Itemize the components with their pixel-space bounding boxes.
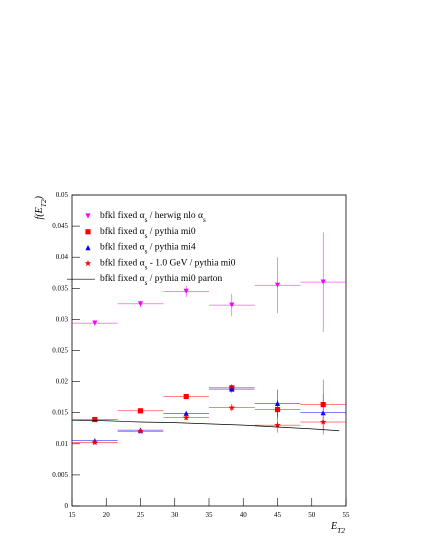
x-tick-label: 45 (274, 511, 282, 519)
x-tick-label: 35 (206, 511, 214, 519)
y-tick-label: 0.005 (52, 471, 68, 479)
y-tick-label: 0.015 (52, 408, 68, 416)
y-tick-label: 0.04 (56, 253, 69, 261)
marker (137, 301, 144, 307)
y-tick-label: 0.02 (56, 377, 69, 385)
marker (274, 421, 281, 428)
legend-swatch (84, 260, 92, 267)
marker (274, 400, 281, 406)
y-tick-label: 0 (65, 502, 69, 510)
x-tick-label: 20 (103, 511, 111, 519)
legend-label: bfkl fixed αs / pythia mi0 parton (100, 273, 223, 286)
marker (229, 386, 235, 392)
x-tick-label: 15 (69, 511, 77, 519)
marker (137, 427, 144, 435)
legend-label: bfkl fixed αs - 1.0 GeV / pythia mi0 (100, 258, 236, 271)
marker (183, 393, 189, 400)
marker (182, 414, 190, 421)
legend-label: bfkl fixed αs / herwig nlo αs (100, 210, 206, 223)
y-tick-label: 0.025 (52, 346, 68, 354)
legend-label: bfkl fixed αs / pythia mi4 (100, 242, 196, 255)
legend-swatch (85, 213, 91, 219)
y-tick-label: 0.05 (56, 191, 69, 199)
marker (137, 408, 144, 414)
marker (229, 302, 235, 308)
legend-swatch (85, 245, 91, 251)
marker (319, 418, 327, 425)
line-series (71, 419, 340, 432)
marker (228, 404, 236, 411)
legend-swatch (85, 229, 91, 235)
y-tick-label: 0.035 (52, 284, 68, 292)
x-tick-label: 55 (343, 511, 351, 519)
y-tick-label: 0.03 (56, 315, 69, 323)
marker (320, 279, 326, 285)
y-tick-label: 0.045 (52, 222, 68, 230)
marker (92, 320, 98, 326)
x-tick-label: 30 (171, 511, 179, 519)
plot-frame (71, 194, 347, 507)
marker (91, 439, 99, 446)
y-axis-label: f(ET2) (34, 195, 48, 219)
x-tick-label: 25 (137, 511, 145, 519)
y-tick-label: 0.01 (56, 439, 69, 447)
x-tick-label: 40 (240, 511, 248, 519)
marker (183, 288, 189, 295)
marker (274, 282, 281, 288)
x-axis-label: ET2 (330, 521, 345, 535)
marker (92, 416, 98, 423)
marker (183, 410, 189, 416)
legend-label: bfkl fixed αs / pythia mi0 (100, 226, 196, 239)
x-tick-label: 50 (308, 511, 316, 519)
